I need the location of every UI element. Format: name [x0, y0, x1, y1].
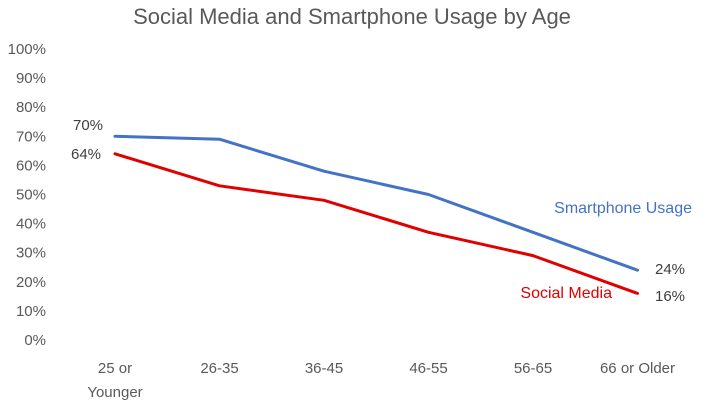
series-layer: [113, 134, 639, 295]
x-tick-label: 25 or Younger: [87, 360, 142, 401]
x-tick-label: 56-65: [514, 360, 552, 377]
y-tick-label: 0%: [24, 332, 46, 349]
y-tick-label: 10%: [16, 303, 46, 320]
y-tick-label: 20%: [16, 274, 46, 291]
series-name-label: Social Media: [520, 285, 612, 302]
data-label: 70%: [73, 117, 103, 134]
data-label: 24%: [655, 261, 685, 278]
y-tick-label: 40%: [16, 216, 46, 233]
chart-title: Social Media and Smartphone Usage by Age: [133, 4, 571, 29]
y-tick-label: 80%: [16, 99, 46, 116]
y-tick-label: 70%: [16, 128, 46, 145]
x-axis: 25 or Younger 26-35 36-45 46-55 56-65 66 or Ol…: [87, 360, 675, 401]
data-label: 16%: [655, 288, 685, 305]
x-tick-label: 66 or Older: [600, 360, 675, 377]
data-label: 64%: [71, 146, 101, 163]
y-tick-label: 30%: [16, 245, 46, 262]
x-tick-label: 46-55: [409, 360, 447, 377]
y-tick-label: 90%: [16, 70, 46, 87]
y-axis: 0% 10% 20% 30% 40% 50% 60% 70% 80% 90% 100%: [8, 41, 46, 349]
label-layer: 70% 24% 64% 16% Smartphone Usage Social Media: [71, 117, 692, 305]
y-tick-label: 60%: [16, 157, 46, 174]
x-tick-label: 36-45: [305, 360, 343, 377]
series-line-social-media: [113, 152, 639, 295]
y-tick-label: 100%: [8, 41, 46, 58]
series-line-smartphone-usage: [113, 134, 639, 272]
series-name-label: Smartphone Usage: [554, 200, 692, 217]
y-tick-label: 50%: [16, 187, 46, 204]
x-tick-label: 26-35: [200, 360, 238, 377]
